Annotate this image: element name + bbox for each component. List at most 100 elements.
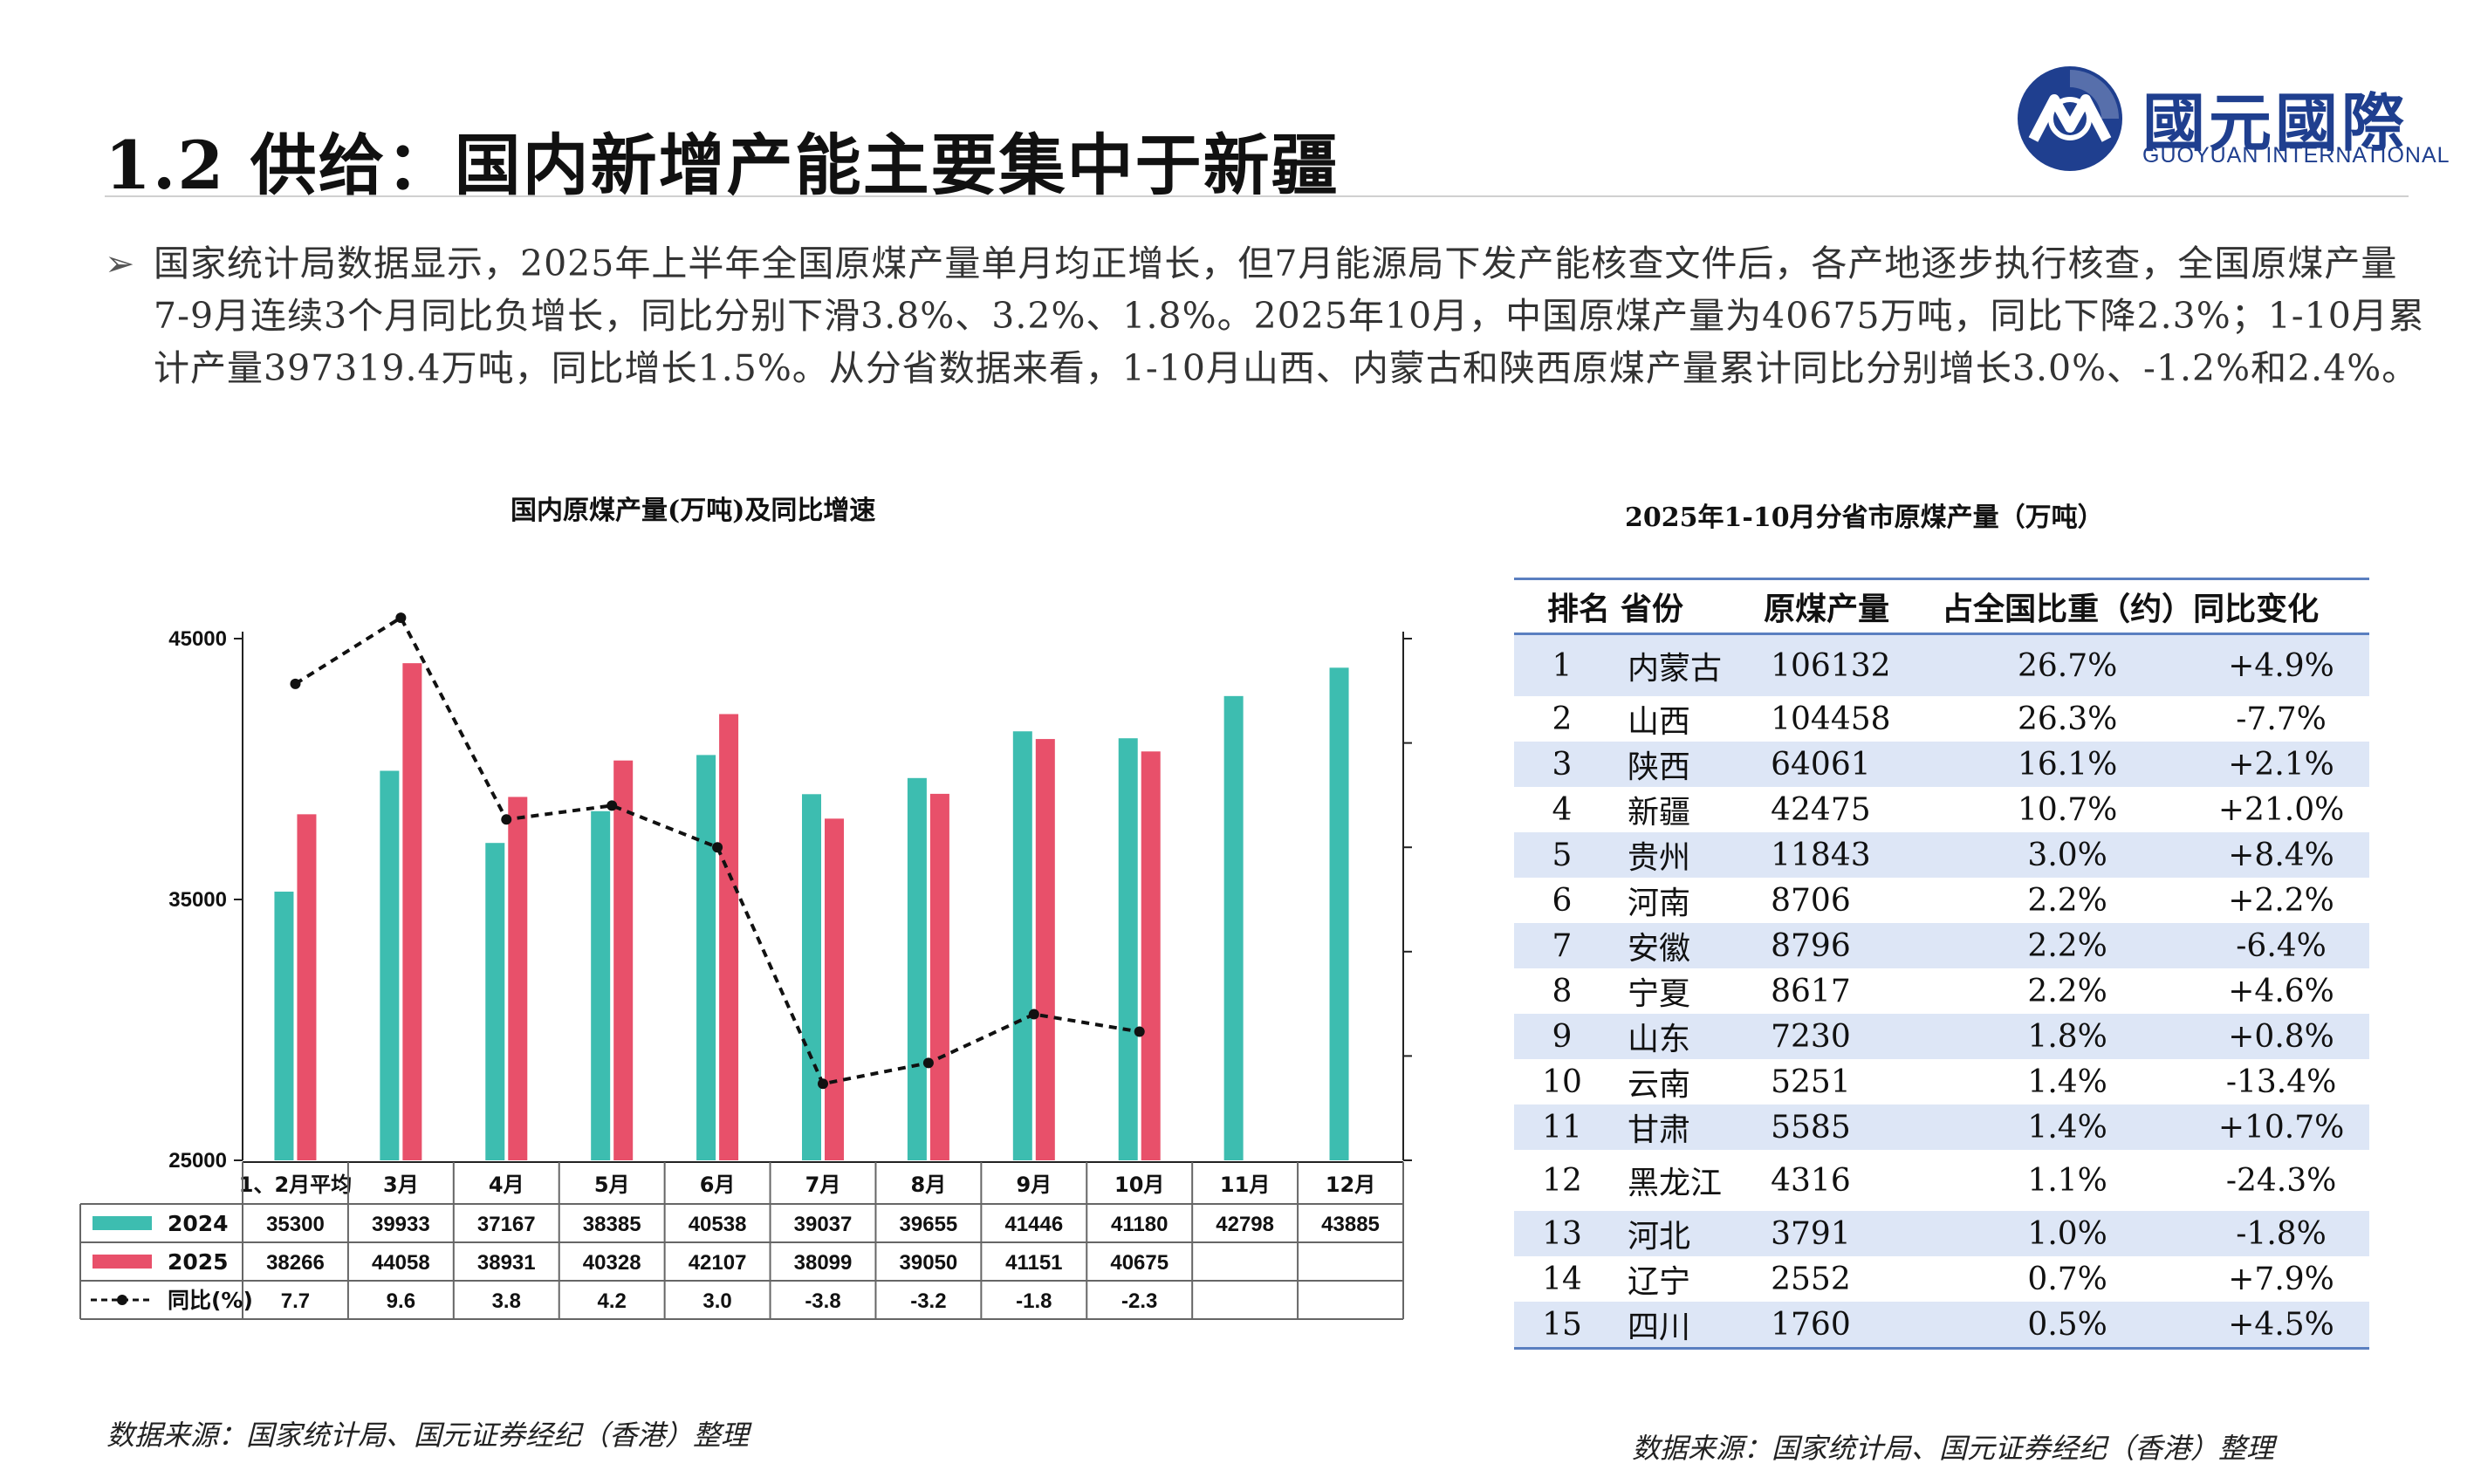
chart-source-note: 数据来源：国家统计局、国元证券经纪（香港）整理	[106, 1419, 750, 1452]
cell-yoy: +8.4%	[2193, 832, 2369, 878]
bar-2025	[825, 818, 844, 1160]
data-table-value: -3.8	[805, 1289, 840, 1313]
bar-2025	[613, 760, 634, 1160]
bar-2024	[1223, 695, 1244, 1160]
cell-share: 1.4%	[2027, 1063, 2107, 1100]
data-table-value: 37167	[477, 1213, 536, 1236]
table-row: 5 贵州 11843 3.0% +8.4%	[1514, 832, 2369, 878]
table-row: 11 甘肃 5585 1.4% +10.7%	[1514, 1104, 2369, 1150]
cell-yoy: -1.8%	[2193, 1211, 2369, 1256]
bar-2024	[380, 770, 400, 1160]
bullet-arrow-icon: ➢	[105, 243, 135, 284]
cell-province: 陕西	[1610, 742, 1754, 787]
category-label: 10月	[1114, 1173, 1164, 1197]
cell-yoy: +4.5%	[2193, 1302, 2369, 1350]
y-left-tick-label: 25000	[168, 1149, 227, 1173]
cell-rank: 2	[1552, 701, 1573, 737]
category-label: 3月	[383, 1173, 419, 1197]
cell-production: 5251	[1771, 1063, 1851, 1100]
yoy-point	[712, 842, 723, 853]
coal-production-chart: 250003500045000-6-303691、2月平均3月4月5月6月7月8…	[79, 612, 1412, 1320]
table-title: 2025年1-10月分省市原煤产量（万吨）	[1625, 503, 2104, 533]
cell-rank: 6	[1552, 882, 1573, 919]
bar-2024	[485, 843, 505, 1160]
bar-2025	[929, 793, 949, 1160]
logo-english-name: GUOYUAN INTERNATIONAL	[2142, 143, 2450, 168]
data-table-value: 4.2	[597, 1289, 626, 1313]
bar-2024	[1329, 667, 1349, 1160]
category-label: 6月	[700, 1173, 736, 1197]
legend-swatch-2025	[93, 1255, 152, 1269]
bar-2024	[907, 777, 927, 1160]
yoy-point	[818, 1078, 828, 1090]
table-row: 9 山东 7230 1.8% +0.8%	[1514, 1014, 2369, 1059]
cell-yoy: +4.6%	[2228, 973, 2334, 1009]
cell-production: 64061	[1753, 742, 1943, 787]
bar-2025	[719, 714, 739, 1160]
cell-province: 河南	[1628, 886, 1691, 921]
bar-2024	[274, 892, 294, 1160]
header-rank: 排名	[1514, 578, 1611, 635]
table-source-note: 数据来源：国家统计局、国元证券经纪（香港）整理	[1632, 1432, 2275, 1465]
table-row: 15 四川 1760 0.5% +4.5%	[1514, 1302, 2369, 1350]
cell-production: 106132	[1753, 633, 1943, 696]
cell-province: 黑龙江	[1628, 1166, 1723, 1201]
yoy-point	[1134, 1026, 1145, 1037]
data-table-value: 39050	[900, 1251, 958, 1275]
cell-province: 四川	[1610, 1302, 1754, 1350]
cell-production: 1760	[1753, 1302, 1943, 1350]
data-table-value: 38266	[266, 1251, 325, 1275]
data-table-value: 7.7	[281, 1289, 310, 1313]
cell-production: 7230	[1753, 1014, 1943, 1059]
cell-yoy: -6.4%	[2193, 923, 2369, 968]
yoy-point	[607, 800, 618, 811]
table-row: 7 安徽 8796 2.2% -6.4%	[1514, 923, 2369, 968]
cell-province: 云南	[1628, 1067, 1691, 1103]
bar-2025	[402, 663, 422, 1160]
cell-rank: 11	[1514, 1104, 1611, 1150]
cell-production: 5585	[1753, 1104, 1943, 1150]
table-row: 4 新疆 42475 10.7% +21.0%	[1514, 787, 2369, 832]
y-left-tick-label: 35000	[168, 888, 227, 912]
cell-share: 10.7%	[2017, 791, 2118, 828]
cell-share: 2.2%	[1942, 923, 2194, 968]
cell-province: 贵州	[1610, 832, 1754, 878]
category-label: 7月	[805, 1173, 841, 1197]
cell-production: 8796	[1753, 923, 1943, 968]
cell-share: 1.8%	[1942, 1014, 2194, 1059]
cell-province: 辽宁	[1628, 1264, 1691, 1300]
legend-label: 2024	[168, 1211, 229, 1236]
data-table-value: 39933	[372, 1213, 430, 1236]
category-label: 5月	[594, 1173, 630, 1197]
cell-share: 1.0%	[1942, 1211, 2194, 1256]
cell-province: 甘肃	[1610, 1104, 1754, 1150]
bar-2025	[1141, 751, 1161, 1160]
yoy-line	[294, 615, 1141, 1086]
table-row: 3 陕西 64061 16.1% +2.1%	[1514, 742, 2369, 787]
category-label: 8月	[911, 1173, 947, 1197]
yoy-point	[1028, 1009, 1039, 1020]
bar-2024	[1118, 738, 1138, 1160]
table-row: 1 内蒙古 106132 26.7% +4.9%	[1514, 633, 2369, 696]
cell-province: 内蒙古	[1610, 633, 1754, 696]
category-label: 4月	[489, 1173, 524, 1197]
table-body: 1 内蒙古 106132 26.7% +4.9% 2 山西 104458 26.3% -7.7% 3…	[1514, 633, 2369, 1350]
cell-production: 4316	[1771, 1162, 1851, 1199]
data-table-value: 42107	[689, 1251, 747, 1275]
legend-label: 同比(%)	[168, 1288, 253, 1313]
cell-production: 104458	[1771, 701, 1891, 737]
data-table-value: 43885	[1321, 1213, 1380, 1236]
category-label: 12月	[1326, 1173, 1375, 1197]
data-table-value: 42798	[1216, 1213, 1274, 1236]
header-production: 原煤产量	[1753, 578, 1943, 635]
yoy-point	[290, 678, 301, 689]
cell-rank: 13	[1514, 1211, 1611, 1256]
cell-rank: 9	[1514, 1014, 1611, 1059]
bar-2025	[297, 814, 317, 1160]
y-left-tick-label: 45000	[168, 627, 227, 651]
page-title: 1.2 供给：国内新增产能主要集中于新疆	[105, 127, 1340, 204]
cell-rank: 5	[1514, 832, 1611, 878]
yoy-point	[395, 612, 407, 624]
legend-line-marker	[117, 1295, 127, 1305]
cell-rank: 15	[1514, 1302, 1611, 1350]
